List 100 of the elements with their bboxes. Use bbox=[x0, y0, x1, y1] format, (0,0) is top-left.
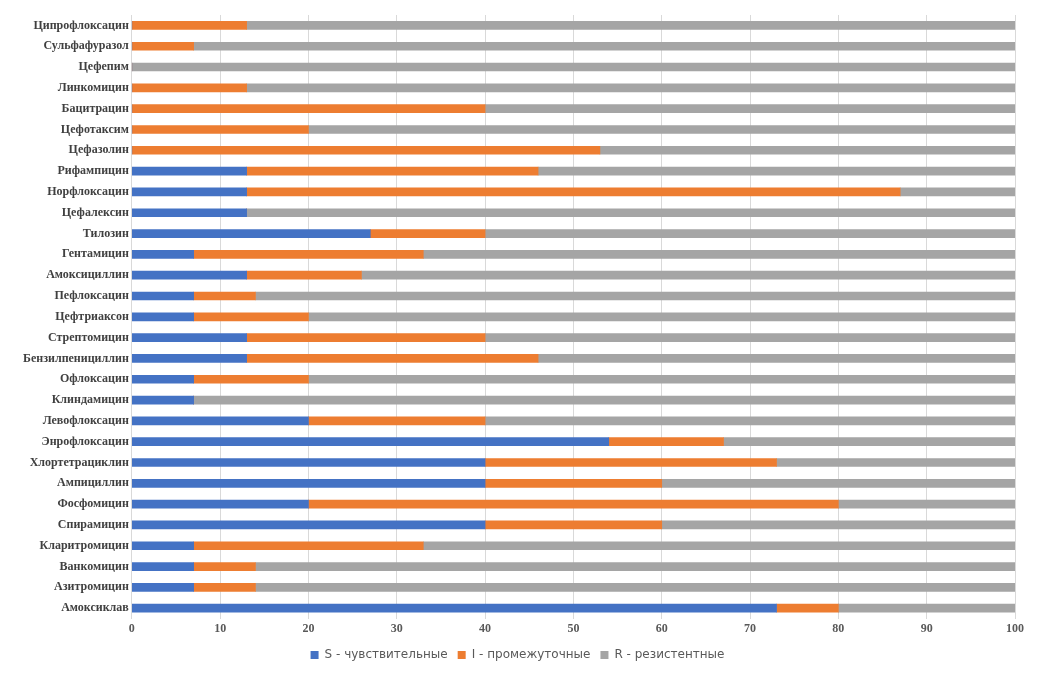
bar bbox=[132, 603, 777, 613]
bar bbox=[484, 478, 663, 488]
bar bbox=[132, 125, 309, 134]
bar bbox=[193, 41, 1015, 51]
y-tick-label: Линкомицин bbox=[57, 79, 129, 94]
bar bbox=[132, 145, 601, 155]
y-tick-label: Клиндамицин bbox=[51, 392, 129, 407]
bar bbox=[132, 62, 1015, 72]
y-tick-label: Цефазолин bbox=[68, 142, 129, 157]
bar bbox=[308, 374, 1015, 384]
y-tick-label: Ванкомицин bbox=[59, 558, 129, 573]
bar bbox=[484, 520, 663, 530]
bar bbox=[484, 416, 1015, 426]
bar bbox=[484, 333, 1015, 342]
bar bbox=[308, 312, 1015, 322]
bar bbox=[132, 250, 194, 259]
bar bbox=[132, 166, 247, 176]
y-tick-label: Бацитрацин bbox=[61, 100, 129, 115]
y-tick-label: Амоксиклав bbox=[61, 600, 130, 615]
bar bbox=[132, 499, 309, 509]
bar bbox=[246, 21, 1015, 30]
legend-label: I - промежуточные bbox=[471, 647, 591, 662]
y-tick-label: Норфлоксацин bbox=[47, 184, 129, 199]
y-tick-label: Азитромицин bbox=[54, 579, 129, 594]
bar bbox=[132, 229, 371, 238]
bar bbox=[132, 104, 486, 113]
x-tick-label: 100 bbox=[1006, 620, 1024, 635]
bar bbox=[255, 583, 1015, 592]
x-tick-label: 10 bbox=[214, 620, 227, 635]
bar bbox=[838, 499, 1015, 509]
bar bbox=[608, 437, 724, 447]
bar bbox=[537, 354, 1015, 363]
y-tick-label: Спирамицин bbox=[57, 517, 129, 532]
x-tick-label: 50 bbox=[567, 620, 580, 635]
bar bbox=[899, 187, 1015, 197]
bar bbox=[193, 312, 309, 322]
bar bbox=[255, 562, 1015, 571]
bar bbox=[723, 437, 1015, 447]
bar bbox=[308, 416, 486, 426]
bar bbox=[369, 229, 486, 238]
bar bbox=[132, 312, 194, 322]
x-tick-label: 0 bbox=[128, 620, 135, 635]
x-tick-label: 60 bbox=[655, 620, 668, 635]
x-tick-label: 30 bbox=[390, 620, 403, 635]
y-tick-label: Хлортетрациклин bbox=[29, 454, 129, 469]
y-tick-label: Кларитромицин bbox=[39, 537, 129, 552]
bar bbox=[132, 437, 610, 447]
y-tick-label: Цефотаксим bbox=[60, 121, 129, 136]
bar bbox=[193, 291, 256, 301]
bar bbox=[132, 333, 247, 342]
bar bbox=[132, 458, 486, 467]
bar bbox=[776, 603, 839, 613]
bar bbox=[484, 229, 1015, 238]
bar bbox=[193, 374, 309, 384]
y-tick-label: Стрептомицин bbox=[48, 329, 129, 344]
legend-label: S - чувствительные bbox=[324, 647, 448, 662]
x-tick-label: 40 bbox=[479, 620, 492, 635]
y-tick-label: Пефлоксацин bbox=[54, 288, 129, 303]
bar bbox=[132, 270, 247, 280]
y-tick-label: Энрофлоксацин bbox=[41, 433, 129, 448]
bar bbox=[193, 583, 256, 592]
y-tick-label: Ампициллин bbox=[57, 475, 129, 490]
bar bbox=[422, 250, 1015, 259]
bar bbox=[193, 562, 256, 571]
bar bbox=[661, 478, 1015, 488]
bar bbox=[193, 541, 424, 551]
y-tick-label: Цефалексин bbox=[61, 204, 129, 219]
bar bbox=[308, 499, 839, 509]
bar bbox=[132, 354, 247, 363]
bar bbox=[132, 208, 247, 218]
y-tick-label: Бензилпенициллин bbox=[22, 350, 129, 365]
y-tick-label: Гентамицин bbox=[61, 246, 129, 261]
bar bbox=[193, 395, 1015, 405]
bar bbox=[132, 562, 194, 571]
bar bbox=[361, 270, 1015, 280]
bar bbox=[484, 458, 777, 467]
y-tick-label: Фосфомицин bbox=[57, 496, 129, 511]
x-tick-label: 20 bbox=[302, 620, 315, 635]
legend-label: R - резистентные bbox=[614, 647, 725, 662]
bar bbox=[132, 478, 486, 488]
bar bbox=[132, 21, 247, 30]
bar bbox=[246, 83, 1015, 93]
bar bbox=[776, 458, 1015, 467]
bar bbox=[246, 166, 539, 176]
bar bbox=[132, 416, 309, 426]
x-tick-label: 70 bbox=[744, 620, 757, 635]
bar bbox=[246, 354, 539, 363]
y-tick-label: Амоксициллин bbox=[46, 267, 129, 282]
bar bbox=[132, 583, 194, 592]
bar bbox=[246, 333, 486, 342]
y-tick-label: Офлоксацин bbox=[59, 371, 129, 386]
bar bbox=[484, 104, 1015, 113]
bar bbox=[537, 166, 1015, 176]
bar bbox=[255, 291, 1015, 301]
y-tick-label: Левофлоксацин bbox=[42, 412, 129, 427]
bar bbox=[132, 291, 194, 301]
y-tick-label: Ципрофлоксацин bbox=[33, 17, 129, 32]
x-tick-label: 80 bbox=[832, 620, 845, 635]
bar bbox=[132, 187, 247, 197]
bar bbox=[246, 187, 901, 197]
